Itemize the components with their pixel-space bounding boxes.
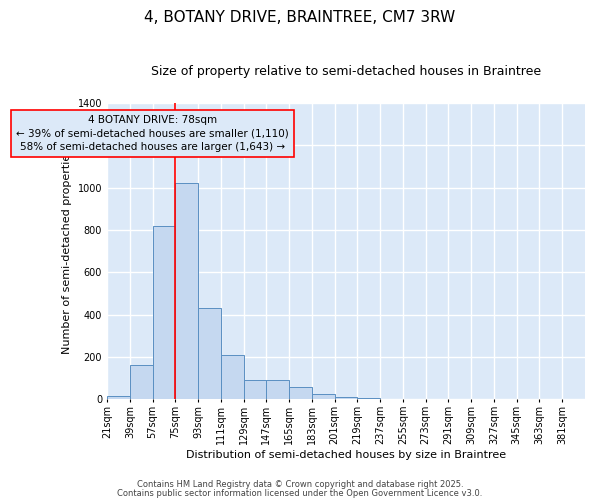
Text: Contains public sector information licensed under the Open Government Licence v3: Contains public sector information licen… (118, 488, 482, 498)
Bar (221, 355, 244, 400)
Bar (130, 366, 152, 400)
Bar (335, 398, 358, 400)
Bar (266, 380, 289, 400)
Bar (175, 184, 198, 400)
Bar (198, 308, 221, 400)
Text: Contains HM Land Registry data © Crown copyright and database right 2025.: Contains HM Land Registry data © Crown c… (137, 480, 463, 489)
Y-axis label: Number of semi-detached properties: Number of semi-detached properties (62, 148, 72, 354)
Bar (244, 380, 266, 400)
Bar (107, 396, 130, 400)
Bar (152, 226, 175, 400)
Bar (289, 386, 312, 400)
X-axis label: Distribution of semi-detached houses by size in Braintree: Distribution of semi-detached houses by … (186, 450, 506, 460)
Title: Size of property relative to semi-detached houses in Braintree: Size of property relative to semi-detach… (151, 65, 541, 78)
Bar (312, 394, 335, 400)
Text: 4 BOTANY DRIVE: 78sqm
← 39% of semi-detached houses are smaller (1,110)
58% of s: 4 BOTANY DRIVE: 78sqm ← 39% of semi-deta… (16, 116, 289, 152)
Text: 4, BOTANY DRIVE, BRAINTREE, CM7 3RW: 4, BOTANY DRIVE, BRAINTREE, CM7 3RW (145, 10, 455, 25)
Bar (358, 398, 380, 400)
